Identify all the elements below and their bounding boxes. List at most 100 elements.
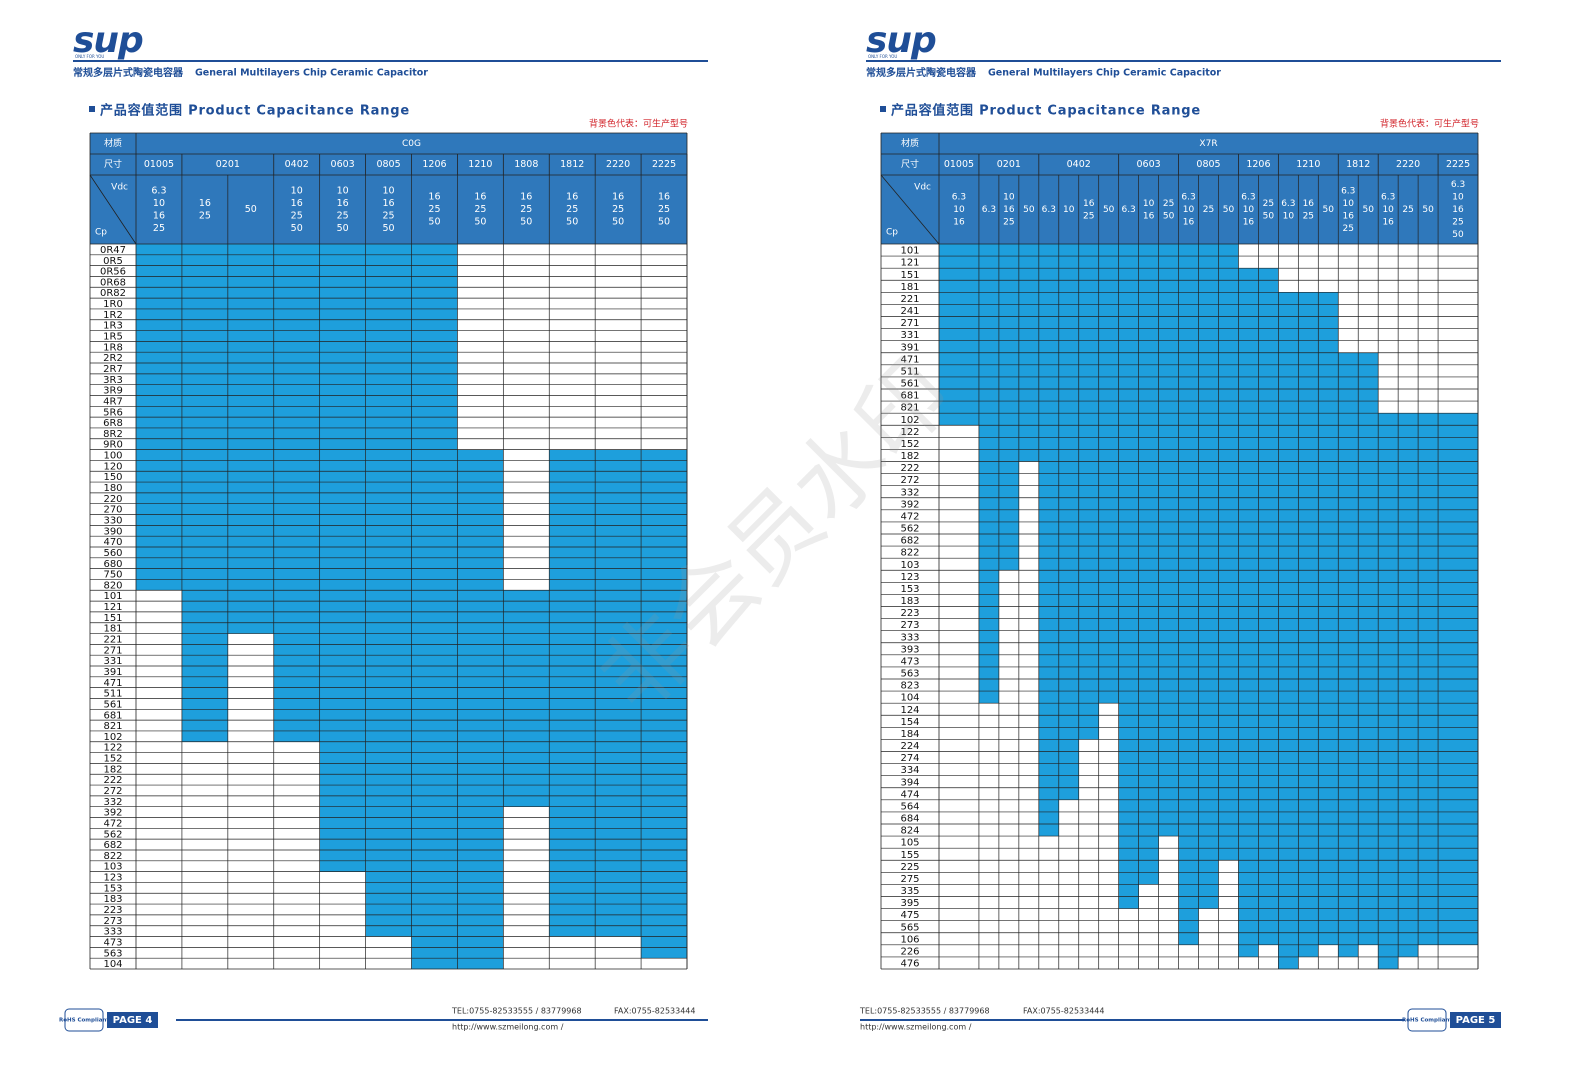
row-label: 224	[900, 741, 919, 752]
row-label: 821	[900, 403, 919, 414]
row-label: 3R3	[103, 375, 123, 386]
cap-label: Cp	[886, 228, 898, 238]
row-label: 101	[103, 591, 122, 602]
row-label: 684	[900, 814, 919, 825]
section-title: 产品容值范围 Product Capacitance Range	[891, 103, 1201, 119]
voltage: 16	[1382, 218, 1394, 228]
row-label: 333	[103, 927, 122, 938]
size-name: 0201	[216, 159, 240, 170]
material-label: 材质	[901, 137, 919, 149]
voltage: 25	[428, 204, 440, 215]
row-label: 563	[103, 948, 122, 959]
available-range	[1158, 244, 1179, 837]
voltage: 16	[291, 198, 303, 209]
voltage: 10	[337, 185, 349, 196]
size-name: 0603	[331, 159, 355, 170]
size-label: 尺寸	[104, 158, 122, 170]
row-label: 332	[900, 487, 919, 498]
row-label: 395	[900, 898, 919, 909]
row-label: 393	[900, 644, 919, 655]
size-name: 0402	[285, 159, 309, 170]
row-label: 682	[900, 536, 919, 547]
logo: sup	[73, 20, 143, 61]
rohs-badge	[64, 1008, 104, 1032]
voltage: 50	[1362, 205, 1374, 215]
row-label: 241	[900, 306, 919, 317]
row-label: 475	[900, 910, 919, 921]
voltage: 16	[428, 192, 440, 203]
row-label: 750	[103, 570, 122, 581]
row-label: 562	[103, 829, 122, 840]
row-label: 335	[900, 886, 919, 897]
row-label: 390	[103, 526, 122, 537]
voltage: 16	[566, 192, 578, 203]
row-label: 0R82	[100, 288, 126, 299]
header-en: General Multilayers Chip Ceramic Capacit…	[195, 68, 428, 79]
voltage: 10	[382, 185, 394, 196]
voltage: 50	[1263, 211, 1275, 221]
row-label: 120	[103, 461, 122, 472]
voltage: 6.3	[1121, 205, 1135, 215]
fax: FAX:0755-82533444	[1023, 1007, 1104, 1016]
row-label: 394	[900, 777, 919, 788]
row-label: 472	[103, 818, 122, 829]
size-name: 0201	[997, 159, 1021, 170]
available-range	[1038, 244, 1059, 837]
row-label: 3R9	[103, 386, 123, 397]
tel: TEL:0755-82533555 / 83779968	[859, 1007, 990, 1016]
row-label: 824	[900, 826, 919, 837]
row-label: 124	[900, 705, 919, 716]
row-label: 182	[900, 451, 919, 462]
voltage: 25	[474, 204, 486, 215]
voltage: 16	[612, 192, 624, 203]
row-label: 103	[900, 560, 919, 571]
available-range	[595, 449, 642, 937]
available-range	[641, 449, 687, 959]
row-label: 1R2	[103, 310, 123, 321]
voltage: 16	[1452, 205, 1464, 215]
available-range	[1298, 292, 1319, 957]
rohs-badge	[1407, 1008, 1447, 1032]
row-label: 681	[900, 391, 919, 402]
page-badge	[107, 1012, 158, 1028]
row-label: 331	[103, 656, 122, 667]
available-range	[1118, 244, 1139, 909]
voltage: 50	[1163, 211, 1175, 221]
voltage: 25	[1003, 218, 1014, 228]
row-label: 152	[103, 754, 122, 765]
voltage: 50	[1223, 205, 1235, 215]
row-label: 4R7	[103, 396, 123, 407]
available-range	[1198, 244, 1219, 909]
row-label: 123	[103, 873, 122, 884]
voltage: 6.3	[952, 193, 966, 203]
row-label: 823	[900, 681, 919, 692]
voltage: 25	[382, 210, 394, 221]
available-range	[549, 449, 596, 937]
material-label: 材质	[104, 137, 122, 149]
voltage: 50	[520, 217, 532, 228]
available-range	[411, 244, 458, 969]
row-label: 182	[103, 764, 122, 775]
voltage: 16	[337, 198, 349, 209]
header-cn: 常规多层片式陶瓷电容器	[73, 66, 184, 79]
voltage: 50	[1023, 205, 1035, 215]
row-label: 220	[103, 494, 122, 505]
voltage: 25	[520, 204, 532, 215]
voltage: 50	[382, 223, 394, 234]
row-label: 102	[103, 732, 122, 743]
row-label: 561	[900, 379, 919, 390]
section-title: 产品容值范围 Product Capacitance Range	[100, 103, 410, 119]
row-label: 103	[103, 862, 122, 873]
row-label: 334	[900, 765, 919, 776]
row-label: 121	[103, 602, 122, 613]
row-label: 562	[900, 524, 919, 535]
row-label: 271	[900, 318, 919, 329]
row-label: 6R8	[103, 418, 123, 429]
voltage: 50	[291, 223, 303, 234]
size-name: 01005	[944, 159, 974, 170]
row-label: 272	[103, 786, 122, 797]
row-label: 105	[900, 838, 919, 849]
size-name: 1812	[1346, 159, 1370, 170]
voltage: 25	[1203, 205, 1214, 215]
url: http://www.szmeilong.com /	[860, 1023, 972, 1032]
